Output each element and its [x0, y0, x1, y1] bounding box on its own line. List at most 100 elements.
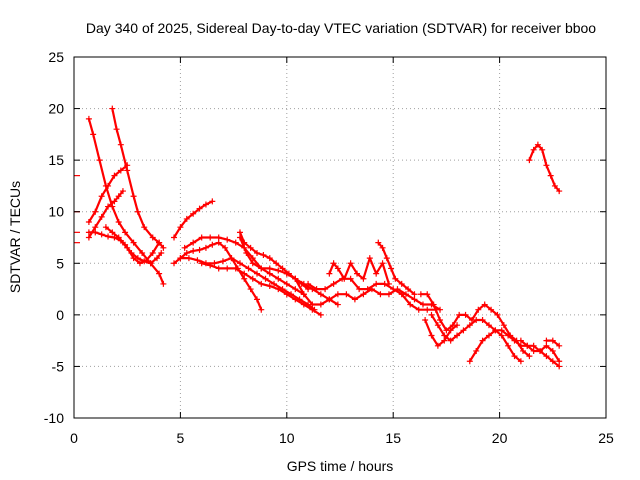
data-point: [254, 249, 261, 256]
data-point: [317, 301, 324, 308]
data-point: [275, 267, 282, 274]
data-point: [134, 208, 141, 215]
data-point: [292, 286, 299, 293]
data-point: [219, 258, 226, 265]
data-point: [543, 162, 550, 169]
data-point: [141, 258, 148, 265]
data-point: [266, 282, 273, 289]
data-point: [479, 337, 486, 344]
chart-title: Day 340 of 2025, Sidereal Day-to-day VTE…: [86, 20, 596, 36]
data-point: [300, 301, 307, 308]
data-point: [322, 286, 329, 293]
data-point: [343, 291, 350, 298]
data-point: [190, 239, 197, 246]
series-line: [104, 226, 163, 265]
data-point: [534, 141, 541, 148]
data-point: [279, 265, 286, 272]
data-point: [317, 311, 324, 318]
data-point: [247, 286, 254, 293]
data-point: [347, 275, 354, 282]
y-tick-labels: -10 -5 0 5 10 15 20 25: [44, 49, 64, 426]
data-point: [454, 332, 461, 339]
data-point: [347, 260, 354, 267]
data-point: [537, 347, 544, 354]
series-track-g: [171, 198, 216, 241]
data-point: [466, 358, 473, 365]
data-point: [385, 291, 392, 298]
data-point: [479, 317, 486, 324]
data-point: [258, 280, 265, 287]
data-point: [249, 260, 256, 267]
data-point: [139, 249, 146, 256]
series-track-x: [526, 141, 563, 195]
data-point: [85, 115, 92, 122]
data-point: [185, 255, 192, 262]
data-point: [511, 337, 518, 344]
data-point: [526, 353, 533, 360]
x-tick-label: 15: [385, 430, 401, 446]
data-point: [194, 257, 201, 264]
data-point: [254, 296, 261, 303]
data-point: [262, 275, 269, 282]
data-point: [266, 270, 273, 277]
isolated-markers: [74, 175, 80, 244]
data-point: [549, 358, 556, 365]
data-point: [356, 286, 363, 293]
data-point: [473, 347, 480, 354]
data-point: [85, 234, 92, 241]
data-point: [196, 205, 203, 212]
data-point: [305, 286, 312, 293]
x-tick-label: 20: [492, 430, 508, 446]
data-point: [160, 280, 167, 287]
data-point: [437, 317, 444, 324]
data-point: [136, 260, 143, 267]
data-point: [211, 260, 218, 267]
data-point: [375, 239, 382, 246]
data-point: [334, 265, 341, 272]
data-point: [247, 244, 254, 251]
data-point: [530, 347, 537, 354]
data-point: [122, 241, 129, 248]
data-point: [115, 234, 122, 241]
data-point: [111, 198, 118, 205]
data-point: [124, 162, 131, 169]
data-point: [377, 291, 384, 298]
data-point: [228, 255, 235, 262]
data-point: [305, 280, 312, 287]
data-point: [517, 358, 524, 365]
data-point: [215, 234, 222, 241]
data-point: [292, 275, 299, 282]
data-point: [524, 342, 531, 349]
data-point: [124, 167, 131, 174]
data-point: [111, 172, 118, 179]
data-point: [232, 265, 239, 272]
data-point: [105, 233, 112, 240]
data-point: [207, 262, 214, 269]
data-point: [419, 301, 426, 308]
y-tick-label: 25: [48, 49, 64, 65]
plot-frame: [73, 56, 607, 419]
data-point: [462, 311, 469, 318]
data-point: [309, 301, 316, 308]
data-point: [434, 342, 441, 349]
data-point: [177, 255, 184, 262]
data-point: [456, 311, 463, 318]
series-track-k: [198, 260, 324, 318]
data-point: [109, 105, 116, 112]
data-point: [549, 347, 556, 354]
data-point: [543, 353, 550, 360]
data-point: [485, 332, 492, 339]
data-point: [209, 241, 216, 248]
data-point: [379, 260, 386, 267]
y-axis-title: SDTVAR / TECUs: [7, 181, 23, 293]
data-point: [434, 322, 441, 329]
data-point: [224, 265, 231, 272]
series-track-h: [171, 239, 265, 313]
data-point: [171, 260, 178, 267]
data-point: [85, 219, 92, 226]
series-line: [87, 117, 165, 285]
data-point: [424, 291, 431, 298]
data-point: [556, 363, 563, 370]
x-tick-label: 10: [279, 430, 295, 446]
